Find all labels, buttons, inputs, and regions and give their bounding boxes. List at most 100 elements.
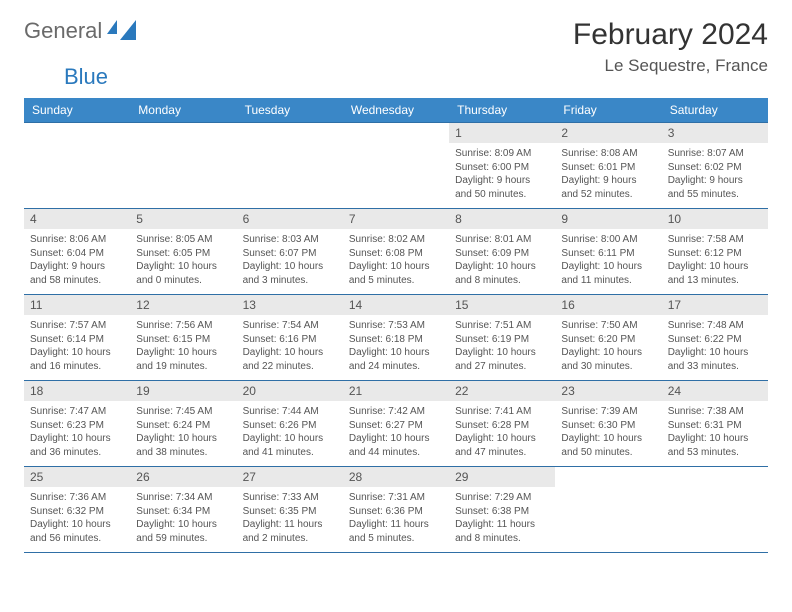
triangle-icon xyxy=(107,20,117,34)
day-data: Sunrise: 7:44 AMSunset: 6:26 PMDaylight:… xyxy=(237,401,343,465)
daylight-text: Daylight: 10 hours and 16 minutes. xyxy=(30,346,124,373)
calendar-day-cell: 1Sunrise: 8:09 AMSunset: 6:00 PMDaylight… xyxy=(449,123,555,209)
sunrise-text: Sunrise: 7:36 AM xyxy=(30,491,124,505)
sunset-text: Sunset: 6:05 PM xyxy=(136,247,230,261)
sunset-text: Sunset: 6:27 PM xyxy=(349,419,443,433)
sunset-text: Sunset: 6:30 PM xyxy=(561,419,655,433)
calendar-day-cell: 9Sunrise: 8:00 AMSunset: 6:11 PMDaylight… xyxy=(555,209,661,295)
day-data: Sunrise: 7:45 AMSunset: 6:24 PMDaylight:… xyxy=(130,401,236,465)
day-number xyxy=(237,123,343,143)
day-number xyxy=(555,467,661,487)
calendar-day-cell: 7Sunrise: 8:02 AMSunset: 6:08 PMDaylight… xyxy=(343,209,449,295)
daylight-text: Daylight: 11 hours and 5 minutes. xyxy=(349,518,443,545)
day-number: 17 xyxy=(662,295,768,315)
day-data: Sunrise: 8:02 AMSunset: 6:08 PMDaylight:… xyxy=(343,229,449,293)
calendar-week-row: 25Sunrise: 7:36 AMSunset: 6:32 PMDayligh… xyxy=(24,467,768,553)
day-number: 7 xyxy=(343,209,449,229)
day-data: Sunrise: 7:39 AMSunset: 6:30 PMDaylight:… xyxy=(555,401,661,465)
day-number: 15 xyxy=(449,295,555,315)
day-data: Sunrise: 8:00 AMSunset: 6:11 PMDaylight:… xyxy=(555,229,661,293)
daylight-text: Daylight: 10 hours and 47 minutes. xyxy=(455,432,549,459)
daylight-text: Daylight: 10 hours and 24 minutes. xyxy=(349,346,443,373)
day-data: Sunrise: 7:36 AMSunset: 6:32 PMDaylight:… xyxy=(24,487,130,551)
day-number: 19 xyxy=(130,381,236,401)
day-data: Sunrise: 7:51 AMSunset: 6:19 PMDaylight:… xyxy=(449,315,555,379)
sunset-text: Sunset: 6:04 PM xyxy=(30,247,124,261)
sunset-text: Sunset: 6:22 PM xyxy=(668,333,762,347)
day-number xyxy=(662,467,768,487)
day-data: Sunrise: 7:41 AMSunset: 6:28 PMDaylight:… xyxy=(449,401,555,465)
day-data: Sunrise: 7:29 AMSunset: 6:38 PMDaylight:… xyxy=(449,487,555,551)
daylight-text: Daylight: 10 hours and 59 minutes. xyxy=(136,518,230,545)
sunrise-text: Sunrise: 7:58 AM xyxy=(668,233,762,247)
calendar-day-cell: 16Sunrise: 7:50 AMSunset: 6:20 PMDayligh… xyxy=(555,295,661,381)
day-number: 21 xyxy=(343,381,449,401)
day-data: Sunrise: 7:47 AMSunset: 6:23 PMDaylight:… xyxy=(24,401,130,465)
sunrise-text: Sunrise: 7:48 AM xyxy=(668,319,762,333)
day-number: 18 xyxy=(24,381,130,401)
calendar-day-cell: 12Sunrise: 7:56 AMSunset: 6:15 PMDayligh… xyxy=(130,295,236,381)
day-number xyxy=(130,123,236,143)
sunset-text: Sunset: 6:34 PM xyxy=(136,505,230,519)
calendar-day-cell: 23Sunrise: 7:39 AMSunset: 6:30 PMDayligh… xyxy=(555,381,661,467)
day-number: 12 xyxy=(130,295,236,315)
day-number: 25 xyxy=(24,467,130,487)
day-data: Sunrise: 7:50 AMSunset: 6:20 PMDaylight:… xyxy=(555,315,661,379)
day-number: 23 xyxy=(555,381,661,401)
sunset-text: Sunset: 6:07 PM xyxy=(243,247,337,261)
weekday-header: Monday xyxy=(130,98,236,123)
sunset-text: Sunset: 6:09 PM xyxy=(455,247,549,261)
calendar-day-cell: 5Sunrise: 8:05 AMSunset: 6:05 PMDaylight… xyxy=(130,209,236,295)
calendar-day-cell: 15Sunrise: 7:51 AMSunset: 6:19 PMDayligh… xyxy=(449,295,555,381)
calendar-day-cell: 29Sunrise: 7:29 AMSunset: 6:38 PMDayligh… xyxy=(449,467,555,553)
calendar-day-cell: 10Sunrise: 7:58 AMSunset: 6:12 PMDayligh… xyxy=(662,209,768,295)
sunset-text: Sunset: 6:23 PM xyxy=(30,419,124,433)
sunrise-text: Sunrise: 8:01 AM xyxy=(455,233,549,247)
day-data: Sunrise: 7:33 AMSunset: 6:35 PMDaylight:… xyxy=(237,487,343,551)
calendar-day-cell: 27Sunrise: 7:33 AMSunset: 6:35 PMDayligh… xyxy=(237,467,343,553)
sunset-text: Sunset: 6:28 PM xyxy=(455,419,549,433)
day-number: 28 xyxy=(343,467,449,487)
day-data: Sunrise: 7:31 AMSunset: 6:36 PMDaylight:… xyxy=(343,487,449,551)
calendar-day-cell: 3Sunrise: 8:07 AMSunset: 6:02 PMDaylight… xyxy=(662,123,768,209)
calendar-day-cell: 28Sunrise: 7:31 AMSunset: 6:36 PMDayligh… xyxy=(343,467,449,553)
daylight-text: Daylight: 9 hours and 52 minutes. xyxy=(561,174,655,201)
sunrise-text: Sunrise: 8:00 AM xyxy=(561,233,655,247)
sunrise-text: Sunrise: 7:54 AM xyxy=(243,319,337,333)
day-number: 29 xyxy=(449,467,555,487)
sunset-text: Sunset: 6:36 PM xyxy=(349,505,443,519)
sunrise-text: Sunrise: 8:02 AM xyxy=(349,233,443,247)
calendar-day-cell xyxy=(662,467,768,553)
daylight-text: Daylight: 10 hours and 56 minutes. xyxy=(30,518,124,545)
sunrise-text: Sunrise: 8:08 AM xyxy=(561,147,655,161)
daylight-text: Daylight: 10 hours and 50 minutes. xyxy=(561,432,655,459)
weekday-header: Friday xyxy=(555,98,661,123)
weekday-header: Tuesday xyxy=(237,98,343,123)
calendar-week-row: 1Sunrise: 8:09 AMSunset: 6:00 PMDaylight… xyxy=(24,123,768,209)
calendar-day-cell: 2Sunrise: 8:08 AMSunset: 6:01 PMDaylight… xyxy=(555,123,661,209)
sunset-text: Sunset: 6:11 PM xyxy=(561,247,655,261)
day-number: 13 xyxy=(237,295,343,315)
day-number xyxy=(24,123,130,143)
daylight-text: Daylight: 10 hours and 44 minutes. xyxy=(349,432,443,459)
day-number: 1 xyxy=(449,123,555,143)
day-number: 5 xyxy=(130,209,236,229)
calendar-day-cell: 22Sunrise: 7:41 AMSunset: 6:28 PMDayligh… xyxy=(449,381,555,467)
brand-word2: Blue xyxy=(64,64,792,90)
day-data: Sunrise: 8:01 AMSunset: 6:09 PMDaylight:… xyxy=(449,229,555,293)
sunrise-text: Sunrise: 7:33 AM xyxy=(243,491,337,505)
day-data: Sunrise: 8:05 AMSunset: 6:05 PMDaylight:… xyxy=(130,229,236,293)
sunrise-text: Sunrise: 8:03 AM xyxy=(243,233,337,247)
calendar-day-cell: 26Sunrise: 7:34 AMSunset: 6:34 PMDayligh… xyxy=(130,467,236,553)
calendar-week-row: 18Sunrise: 7:47 AMSunset: 6:23 PMDayligh… xyxy=(24,381,768,467)
triangle-icon xyxy=(120,20,136,40)
daylight-text: Daylight: 10 hours and 3 minutes. xyxy=(243,260,337,287)
day-data: Sunrise: 7:57 AMSunset: 6:14 PMDaylight:… xyxy=(24,315,130,379)
sunset-text: Sunset: 6:31 PM xyxy=(668,419,762,433)
day-number: 27 xyxy=(237,467,343,487)
sunrise-text: Sunrise: 7:38 AM xyxy=(668,405,762,419)
sunset-text: Sunset: 6:38 PM xyxy=(455,505,549,519)
calendar-day-cell: 21Sunrise: 7:42 AMSunset: 6:27 PMDayligh… xyxy=(343,381,449,467)
weekday-header: Wednesday xyxy=(343,98,449,123)
calendar-day-cell xyxy=(555,467,661,553)
